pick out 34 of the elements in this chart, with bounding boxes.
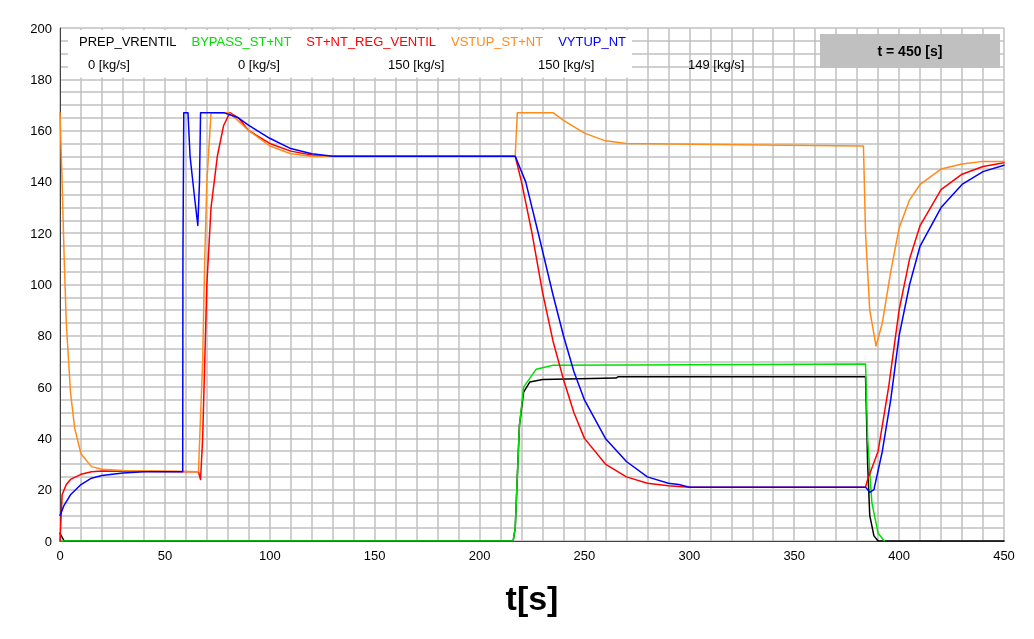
x-tick-label: 200 [468,548,491,563]
y-tick-label: 140 [30,174,52,190]
x-tick-label: 150 [363,548,386,563]
text: PREP_VRENTIL [79,33,177,49]
text: ST+NT_REG_VENTIL [306,33,437,49]
annotation: 150 [kg/s] [388,57,445,72]
text: VSTUP_ST+NT [451,33,544,49]
text: VYTUP_NT [558,33,627,49]
y-tick-label: 40 [37,430,52,446]
y-tick-label: 0 [44,533,52,549]
line-series [59,363,886,542]
y-tick-label: 120 [30,225,52,241]
x-tick-label: 100 [258,548,281,563]
x-axis-title: t[s] [505,579,559,617]
annotation: 150 [kg/s] [538,57,595,72]
x-tick-label: 250 [573,548,596,563]
x-tick-label: 350 [783,548,806,563]
text: BYPASS_ST+NT [191,33,292,49]
x-tick-label: 450 [993,548,1015,563]
y-tick-label: 100 [30,277,52,292]
annotation: 0 [kg/s] [88,57,130,72]
y-tick-label: 20 [37,482,52,498]
y-tick-label: 160 [30,123,52,139]
annotation: 0 [kg/s] [238,57,280,72]
y-tick-label: 80 [37,328,52,344]
y-tick-label: 200 [30,20,52,36]
x-tick-label: 0 [56,548,64,563]
y-tick-label: 60 [37,379,52,395]
annotation: 149 [kg/s] [688,57,745,72]
y-tick-label: 180 [30,71,52,87]
x-tick-label: 400 [888,548,910,563]
x-tick-label: 300 [678,548,701,563]
x-tick-label: 50 [157,548,173,563]
label-box: t = 450 [s] [820,34,1000,68]
